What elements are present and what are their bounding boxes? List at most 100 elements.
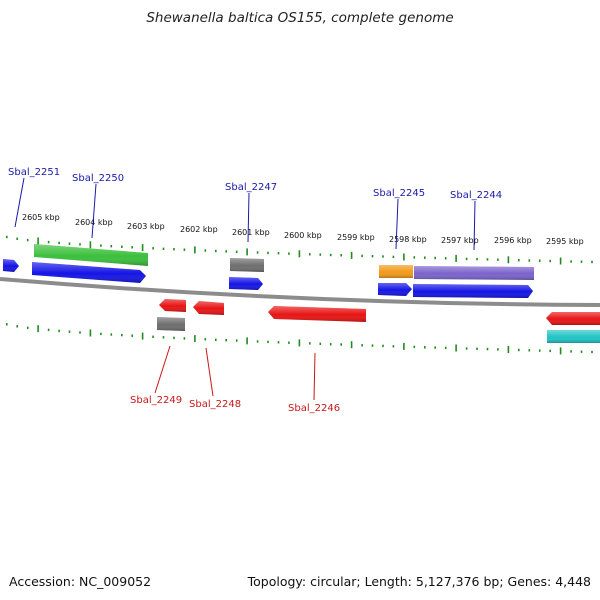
ruler-tick (215, 338, 217, 341)
ruler-tick (497, 348, 499, 351)
lower-ruler (6, 323, 593, 355)
ruler-tick (538, 259, 541, 262)
locus-label-sbal-2248[interactable]: Sbal_2248 (189, 399, 241, 410)
ruler-tick (403, 342, 405, 350)
ruler-tick (26, 326, 29, 329)
ruler-tick (298, 250, 301, 258)
ruler-tick (434, 346, 436, 349)
lower-feature-track (157, 299, 600, 343)
ruler-tick (89, 241, 92, 249)
ruler-tick (68, 242, 71, 245)
ruler-tick (538, 349, 541, 352)
ruler-tick (382, 255, 384, 258)
ruler-tick (580, 350, 583, 353)
ruler-tick (100, 332, 102, 336)
ruler-tick (319, 253, 322, 256)
ruler-tick (16, 325, 18, 328)
genome-summary-text: Topology: circular; Length: 5,127,376 bp… (247, 574, 591, 589)
ruler-tick (141, 244, 144, 252)
locus-label-sbal-2251[interactable]: Sbal_2251 (8, 167, 60, 178)
ruler-tick (361, 344, 363, 347)
ruler-tick (528, 349, 531, 352)
ruler-tick (288, 341, 290, 344)
ruler-tick (225, 339, 227, 342)
ruler-tick (518, 259, 520, 262)
ruler-tick (79, 243, 81, 246)
ruler-tick (131, 334, 133, 337)
ruler-tick (235, 339, 238, 342)
ruler-tick (6, 235, 8, 239)
ruler-tick (465, 257, 468, 261)
ruler-tick (455, 254, 457, 262)
ruler-tick (68, 330, 71, 333)
ruler-tick (194, 335, 196, 343)
ruler-tick (580, 260, 583, 263)
tick-label-2596: 2596 kbp (494, 236, 532, 245)
ruler-tick (58, 241, 60, 245)
ruler-tick (392, 345, 395, 348)
ruler-tick (570, 260, 572, 263)
ruler-tick (382, 344, 384, 348)
locus-label-sbal-2246[interactable]: Sbal_2246 (288, 403, 340, 414)
tick-label-2604: 2604 kbp (75, 218, 113, 227)
ruler-tick (434, 256, 436, 260)
ruler-tick (58, 329, 60, 333)
ruler-tick (173, 336, 175, 340)
tick-label-2605: 2605 kbp (22, 213, 60, 222)
ruler-tick (141, 332, 144, 340)
accession-text: Accession: NC_009052 (9, 574, 152, 589)
ruler-tick (246, 337, 248, 345)
ruler-tick (162, 336, 165, 339)
ruler-tick (110, 333, 113, 336)
ruler-tick (497, 258, 499, 261)
tick-label-2599: 2599 kbp (337, 233, 375, 242)
ruler-tick (486, 347, 489, 351)
ruler-tick (424, 346, 426, 349)
ruler-tick (424, 256, 426, 259)
ruler-tick (591, 260, 593, 264)
locus-label-sbal-2244[interactable]: Sbal_2244 (450, 190, 502, 201)
ruler-tick (465, 347, 468, 350)
locus-label-sbal-2247[interactable]: Sbal_2247 (225, 182, 277, 193)
ruler-tick (79, 331, 81, 334)
axis-tick-labels: 2605 kbp 2604 kbp 2603 kbp 2602 kbp 2601… (22, 213, 584, 246)
upper-locus-labels: Sbal_2251 Sbal_2250 Sbal_2247 Sbal_2245 … (8, 167, 502, 251)
ruler-tick (47, 328, 50, 332)
ruler-tick (476, 347, 478, 350)
ruler-tick (194, 246, 196, 254)
ruler-tick (121, 333, 123, 337)
lower-locus-labels: Sbal_2249 Sbal_2248 Sbal_2246 (130, 345, 340, 414)
ruler-tick (256, 251, 259, 254)
ruler-tick (121, 245, 123, 248)
ruler-tick (329, 343, 332, 346)
ruler-tick (47, 240, 50, 244)
ruler-tick (403, 253, 405, 261)
ruler-tick (225, 250, 227, 253)
ruler-tick (476, 257, 478, 261)
ruler-tick (183, 337, 186, 340)
ruler-tick (100, 244, 102, 247)
ruler-tick (162, 247, 165, 250)
ruler-tick (277, 341, 280, 344)
tick-label-2597: 2597 kbp (441, 236, 479, 245)
ruler-tick (528, 259, 531, 262)
ruler-tick (507, 346, 510, 353)
tick-label-2595: 2595 kbp (546, 237, 584, 246)
ruler-tick (486, 258, 489, 261)
ruler-tick (340, 343, 342, 346)
locus-label-sbal-2245[interactable]: Sbal_2245 (373, 188, 425, 199)
ruler-tick (89, 329, 92, 337)
ruler-tick (444, 346, 447, 350)
ruler-tick (215, 249, 217, 253)
ruler-tick (340, 254, 342, 257)
upper-feature-track (3, 244, 534, 298)
upper-ruler (6, 235, 593, 265)
tick-label-2598: 2598 kbp (389, 235, 427, 244)
tick-label-2600: 2600 kbp (284, 231, 322, 240)
ruler-tick (152, 335, 154, 338)
locus-label-sbal-2249[interactable]: Sbal_2249 (130, 395, 182, 406)
ruler-tick (152, 247, 154, 250)
ruler-tick (267, 340, 269, 344)
locus-label-sbal-2250[interactable]: Sbal_2250 (72, 173, 124, 184)
ruler-tick (455, 344, 457, 352)
